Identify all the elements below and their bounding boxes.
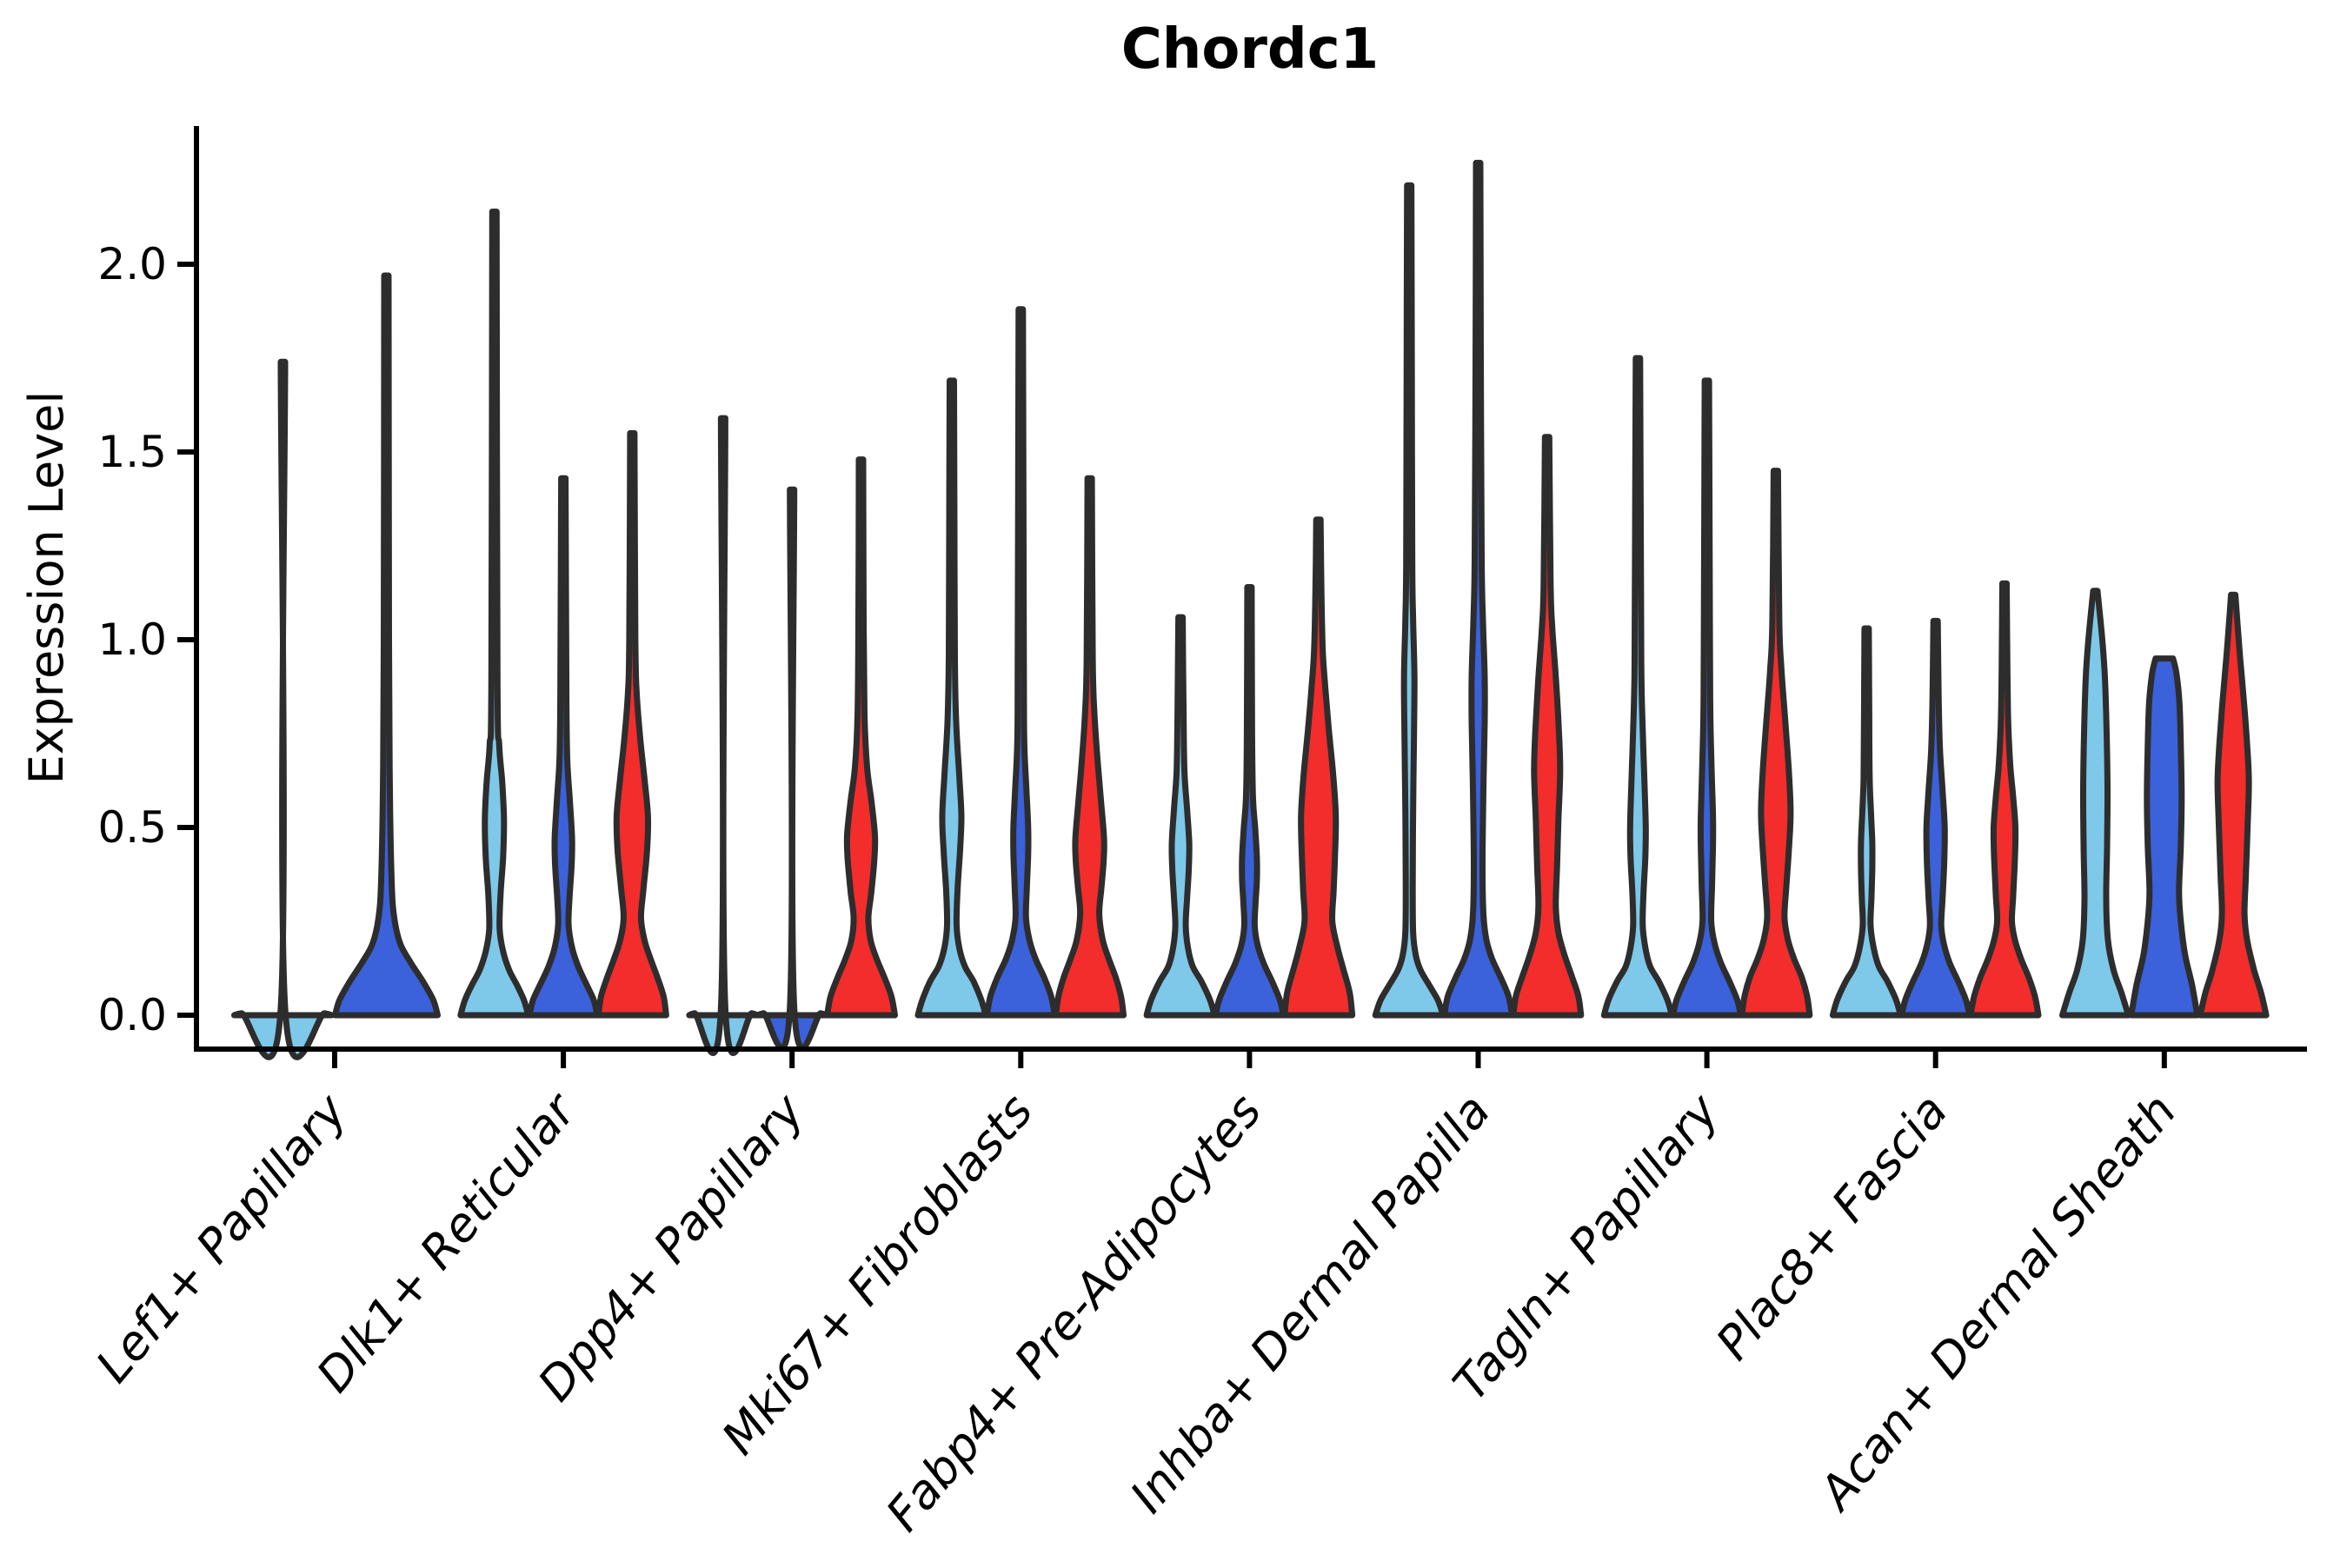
x-tick-mark-8 <box>2161 1049 2167 1068</box>
violin-tagln-papillary-light-blue <box>1600 355 1675 1019</box>
violin-layer <box>231 159 2270 1060</box>
violin-dpp4-papillary-light-blue <box>686 415 761 1056</box>
violin-acan-dermal-sheath-light-blue <box>2059 588 2131 1019</box>
violin-dlk1-reticular-dark-blue <box>526 475 601 1019</box>
violin-plac8-fascia-dark-blue <box>1898 617 1973 1019</box>
x-tick-mark-0 <box>332 1049 337 1068</box>
x-tick-mark-6 <box>1704 1049 1710 1068</box>
y-tick-mark-2 <box>177 637 196 642</box>
violin-fabp4-pre-adipocytes-dark-blue <box>1212 584 1287 1019</box>
violin-tagln-papillary-red <box>1739 468 1813 1019</box>
violin-plac8-fascia-red <box>1967 580 2042 1019</box>
x-tick-label-0: Lef1+ Papillary <box>85 1083 357 1392</box>
violin-acan-dermal-sheath-red <box>2197 591 2270 1019</box>
x-tick-mark-3 <box>1018 1049 1024 1068</box>
violin-tagln-papillary-dark-blue <box>1670 377 1745 1019</box>
y-tick-label-3: 1.5 <box>97 427 167 477</box>
violin-mki67-fibroblasts-red <box>1053 475 1127 1019</box>
x-tick-mark-5 <box>1475 1049 1481 1068</box>
violin-dlk1-reticular-red <box>595 429 669 1019</box>
y-tick-mark-4 <box>177 262 196 267</box>
violin-dlk1-reticular-light-blue <box>457 209 532 1019</box>
y-axis-ticks: 0.0 0.5 1.0 1.5 2.0 <box>97 239 196 1040</box>
violin-fabp4-pre-adipocytes-light-blue <box>1143 614 1218 1019</box>
y-tick-label-4: 2.0 <box>97 239 167 289</box>
x-tick-mark-1 <box>561 1049 567 1068</box>
y-tick-label-1: 0.5 <box>97 802 167 853</box>
x-tick-mark-7 <box>1932 1049 1938 1068</box>
violin-fabp4-pre-adipocytes-red <box>1281 516 1356 1019</box>
y-tick-mark-1 <box>177 825 196 830</box>
x-tick-mark-2 <box>789 1049 795 1068</box>
y-tick-mark-3 <box>177 449 196 455</box>
violin-plac8-fascia-light-blue <box>1829 625 1904 1019</box>
violin-lef1-papillary-light-blue <box>231 358 335 1060</box>
y-axis-spine <box>194 126 199 1052</box>
violin-mki67-fibroblasts-light-blue <box>914 377 989 1019</box>
violin-inhba-dermal-papilla-light-blue <box>1372 182 1446 1019</box>
x-tick-label-4: Fabp4+ Pre-Adipocytes <box>875 1084 1272 1542</box>
violin-dpp4-papillary-red <box>824 456 898 1019</box>
x-axis-spine <box>194 1046 2307 1052</box>
violin-lef1-papillary-dark-blue <box>332 272 441 1019</box>
x-tick-label-7: Plac8+ Fascia <box>1705 1084 1958 1370</box>
violin-inhba-dermal-papilla-red <box>1510 434 1585 1019</box>
y-tick-mark-0 <box>177 1013 196 1018</box>
violin-inhba-dermal-papilla-dark-blue <box>1441 159 1515 1019</box>
violin-acan-dermal-sheath-dark-blue <box>2128 655 2201 1019</box>
chart-title: Chordc1 <box>1121 17 1379 82</box>
y-tick-label-0: 0.0 <box>97 990 167 1040</box>
y-tick-label-2: 1.0 <box>97 615 167 665</box>
violin-dpp4-papillary-dark-blue <box>755 486 829 1051</box>
y-axis-label: Expression Level <box>19 391 74 785</box>
x-tick-mark-4 <box>1247 1049 1253 1068</box>
violin-mki67-fibroblasts-dark-blue <box>983 306 1058 1019</box>
